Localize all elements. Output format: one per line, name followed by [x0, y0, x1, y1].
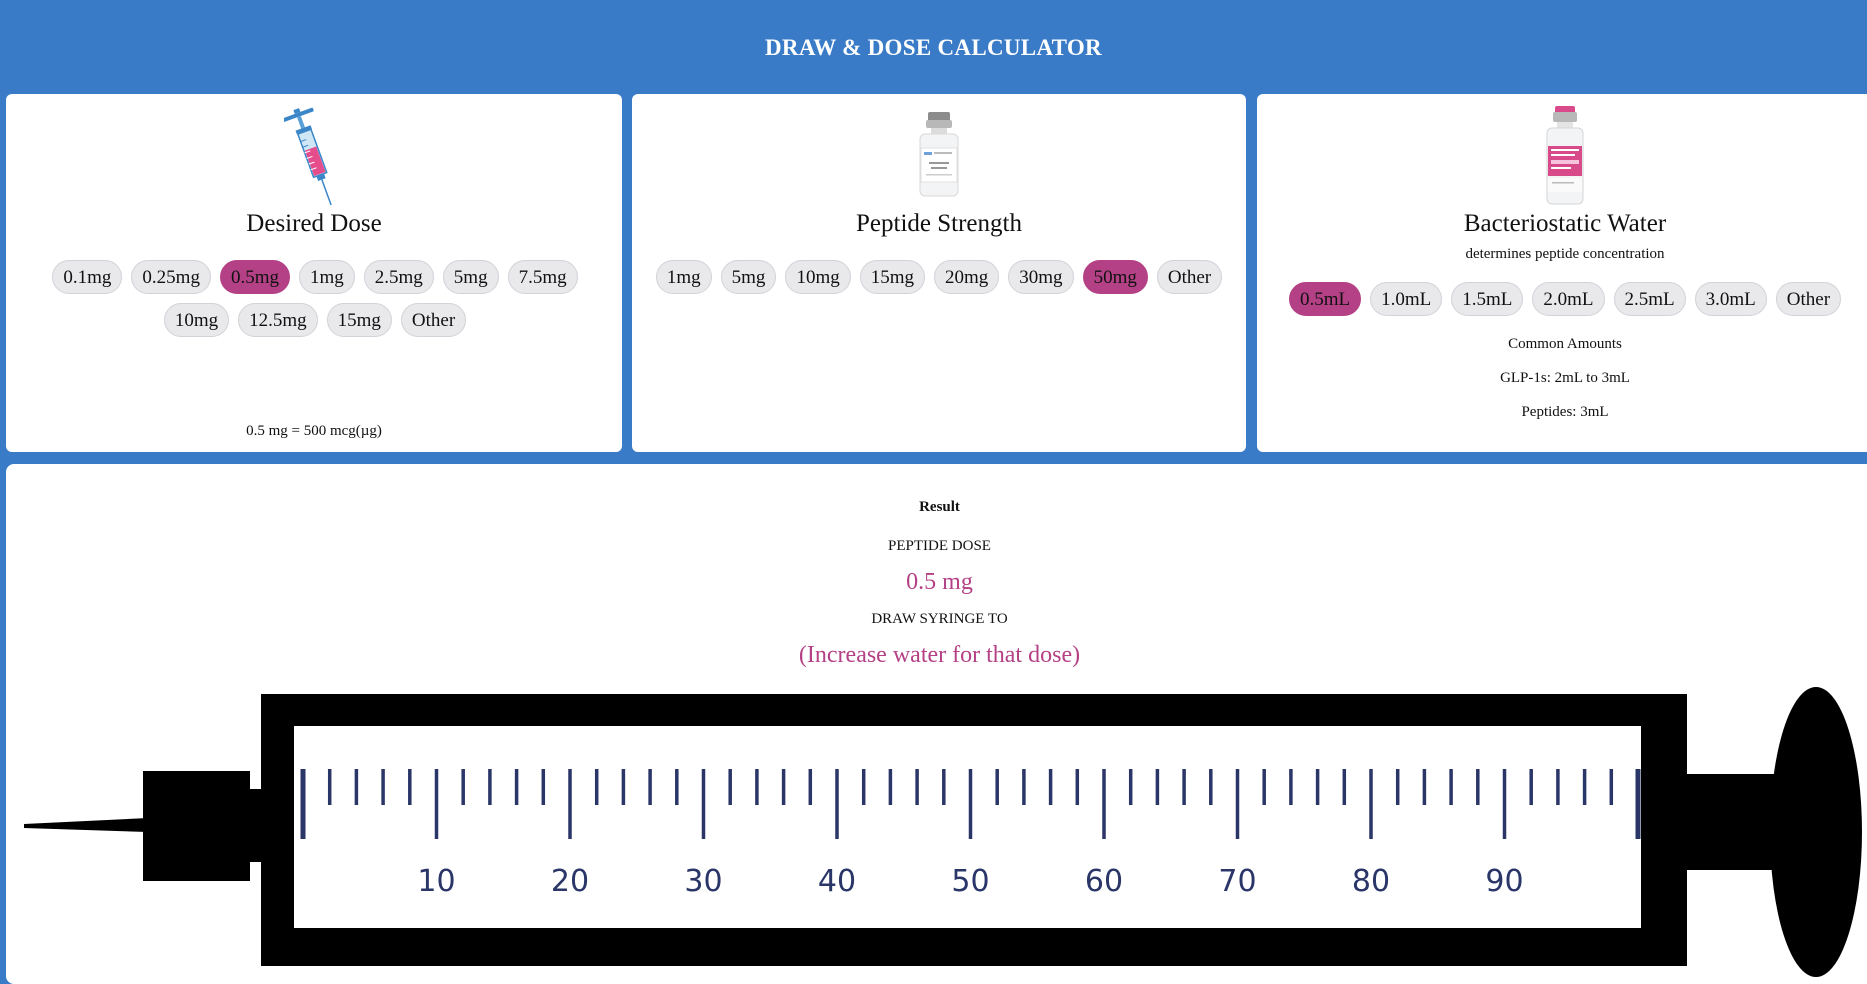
desired-dose-card: Desired Dose 0.1mg 0.25mg 0.5mg 1mg 2.5mg 5mg… — [6, 94, 622, 452]
dose-option-7-5mg[interactable]: 7.5mg — [507, 260, 578, 294]
dose-option-other[interactable]: Other — [400, 303, 467, 337]
scale-label-30: 30 — [684, 864, 722, 899]
water-option-other[interactable]: Other — [1775, 282, 1842, 316]
common-amounts-glp: GLP-1s: 2mL to 3mL — [1500, 370, 1630, 386]
common-amounts-peptides: Peptides: 3mL — [1521, 404, 1609, 420]
scale-label-40: 40 — [818, 864, 856, 899]
scale-label-90: 90 — [1485, 864, 1523, 899]
syringe-barrel-window — [294, 726, 1641, 928]
dose-option-2-5mg[interactable]: 2.5mg — [363, 260, 434, 294]
dose-option-0-25mg[interactable]: 0.25mg — [131, 260, 211, 294]
dose-conversion: 0.5 mg = 500 mcg(µg) — [246, 423, 382, 439]
peptide-strength-title: Peptide Strength — [856, 210, 1022, 237]
desired-dose-title: Desired Dose — [246, 210, 382, 237]
bacteriostatic-water-subtitle: determines peptide concentration — [1465, 246, 1665, 262]
water-option-0-5ml[interactable]: 0.5mL — [1288, 282, 1362, 316]
peptide-option-15mg[interactable]: 15mg — [859, 260, 925, 294]
syringe-scale — [300, 769, 1641, 839]
peptide-options: 1mg 5mg 10mg 15mg 20mg 30mg 50mg Other — [646, 260, 1232, 294]
dose-option-10mg[interactable]: 10mg — [163, 303, 230, 337]
syringe-hub — [143, 771, 250, 881]
peptide-vial-icon — [632, 106, 1246, 206]
scale-label-10: 10 — [417, 864, 455, 899]
draw-syringe-value: (Increase water for that dose) — [798, 642, 1081, 668]
peptide-option-20mg[interactable]: 20mg — [934, 260, 1000, 294]
dose-option-5mg[interactable]: 5mg — [442, 260, 499, 294]
peptide-option-other[interactable]: Other — [1156, 260, 1223, 294]
dose-option-1mg[interactable]: 1mg — [298, 260, 355, 294]
result-heading: Result — [919, 499, 960, 515]
page-title: DRAW & DOSE CALCULATOR — [765, 35, 1102, 60]
syringe-plunger-rod — [1687, 774, 1777, 870]
draw-syringe-label: DRAW SYRINGE TO — [871, 611, 1008, 627]
peptide-dose-label: PEPTIDE DOSE — [888, 538, 991, 554]
syringe-plunger-flange — [1770, 687, 1862, 977]
peptide-option-30mg[interactable]: 30mg — [1008, 260, 1074, 294]
syringe-diagram: 10 20 30 40 50 60 70 80 90 — [24, 687, 1862, 977]
scale-label-80: 80 — [1352, 864, 1390, 899]
bacteriostatic-water-card: Bacteriostatic Water determines peptide … — [1257, 94, 1867, 452]
scale-label-20: 20 — [551, 864, 589, 899]
water-option-1-0ml[interactable]: 1.0mL — [1370, 282, 1443, 316]
syringe-scale-labels: 10 20 30 40 50 60 70 80 90 — [417, 864, 1523, 899]
water-option-1-5ml[interactable]: 1.5mL — [1451, 282, 1524, 316]
dose-option-12-5mg[interactable]: 12.5mg — [238, 303, 318, 337]
syringe-needle — [24, 818, 148, 832]
syringe-icon — [6, 106, 622, 206]
scale-label-70: 70 — [1218, 864, 1256, 899]
peptide-dose-value: 0.5 mg — [906, 569, 973, 595]
dose-options: 0.1mg 0.25mg 0.5mg 1mg 2.5mg 5mg 7.5mg 10mg 12.5… — [20, 260, 610, 337]
peptide-option-5mg[interactable]: 5mg — [720, 260, 777, 294]
result-card: Result PEPTIDE DOSE 0.5 mg DRAW SYRINGE … — [6, 464, 1867, 984]
bacteriostatic-water-title: Bacteriostatic Water — [1463, 210, 1667, 237]
scale-label-60: 60 — [1085, 864, 1123, 899]
water-option-3-0ml[interactable]: 3.0mL — [1694, 282, 1767, 316]
bacteriostatic-water-vial-icon — [1257, 106, 1867, 206]
peptide-option-50mg[interactable]: 50mg — [1082, 260, 1148, 294]
water-options: 0.5mL 1.0mL 1.5mL 2.0mL 2.5mL 3.0mL Other — [1257, 282, 1867, 316]
water-option-2-0ml[interactable]: 2.0mL — [1532, 282, 1605, 316]
peptide-option-10mg[interactable]: 10mg — [785, 260, 851, 294]
water-option-2-5ml[interactable]: 2.5mL — [1613, 282, 1686, 316]
dose-option-15mg[interactable]: 15mg — [326, 303, 392, 337]
app-header: DRAW & DOSE CALCULATOR — [0, 0, 1867, 94]
dose-option-0-5mg[interactable]: 0.5mg — [219, 260, 290, 294]
peptide-strength-card: Peptide Strength 1mg 5mg 10mg 15mg 20mg 30mg 5… — [632, 94, 1246, 452]
common-amounts-heading: Common Amounts — [1508, 336, 1622, 352]
peptide-option-1mg[interactable]: 1mg — [655, 260, 712, 294]
dose-option-0-1mg[interactable]: 0.1mg — [52, 260, 123, 294]
scale-label-50: 50 — [951, 864, 989, 899]
